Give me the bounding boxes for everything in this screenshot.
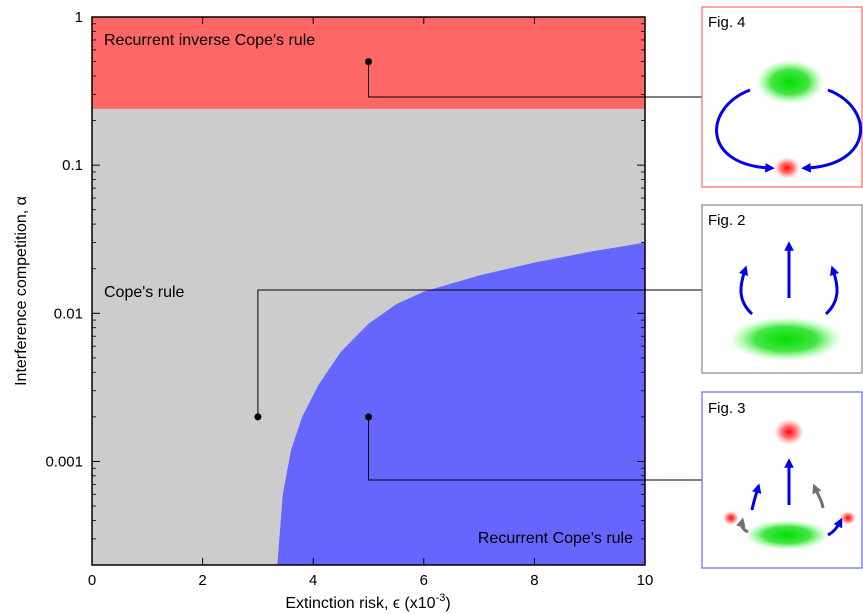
arrow-curved-left [738,265,754,316]
arrow-gray-left [736,517,749,534]
green-cloud [756,60,824,104]
x-tick-label: 6 [420,572,428,589]
green-cloud [745,520,829,550]
connector-line [257,289,702,417]
red-dot [774,157,800,179]
x-tick-label: 2 [198,572,206,589]
x-axis-ticks: 0 2 4 6 8 10 [88,17,654,589]
y-tick-label: 0.1 [62,157,83,174]
data-point [254,413,262,421]
arrow-curved-left [715,88,775,173]
green-cloud [730,317,842,361]
data-point [365,58,372,66]
x-tick-label: 4 [309,572,317,589]
x-tick-label: 0 [88,572,96,589]
y-tick-label: 1 [75,9,83,26]
region-recurrent-copes-rule [277,242,645,565]
arrow-curved-right [824,265,840,316]
data-point [365,413,372,421]
x-tick-label: 8 [530,572,538,589]
red-dot-left [723,511,739,525]
region-label-inverse: Recurrent inverse Cope's rule [104,32,315,49]
panel-fig-2: Fig. 2 [701,204,863,374]
connector-line [368,61,702,98]
plot-frame [91,16,646,566]
data-points [254,58,372,421]
red-dot-top [774,419,804,445]
arrow-curved-right [801,88,862,173]
connector-lines [257,61,702,481]
x-tick-label: 10 [637,572,654,589]
arrow-gray-up [812,483,825,509]
panel-fig-3: Fig. 3 [701,391,863,569]
y-axis-title: Interference competition, α [13,196,30,386]
region-label-cope: Cope's rule [104,284,185,301]
connector-line [368,416,702,481]
panel-fig-2-title: Fig. 2 [708,212,746,229]
arrow-right-up [827,517,843,537]
region-label-recurrent: Recurrent Cope's rule [478,530,633,547]
y-axis-ticks: 1 0.1 0.01 0.001 [45,9,645,540]
red-dot-right [840,511,856,525]
arrow-left-up [750,483,762,511]
panel-fig-4: Fig. 4 [701,6,863,188]
panel-fig-4-title: Fig. 4 [708,14,746,31]
x-axis-title: Extinction risk, ϵ (x10-3) [285,592,450,612]
y-tick-label: 0.01 [54,305,83,322]
y-tick-label: 0.001 [45,453,83,470]
panel-fig-3-title: Fig. 3 [708,400,746,417]
